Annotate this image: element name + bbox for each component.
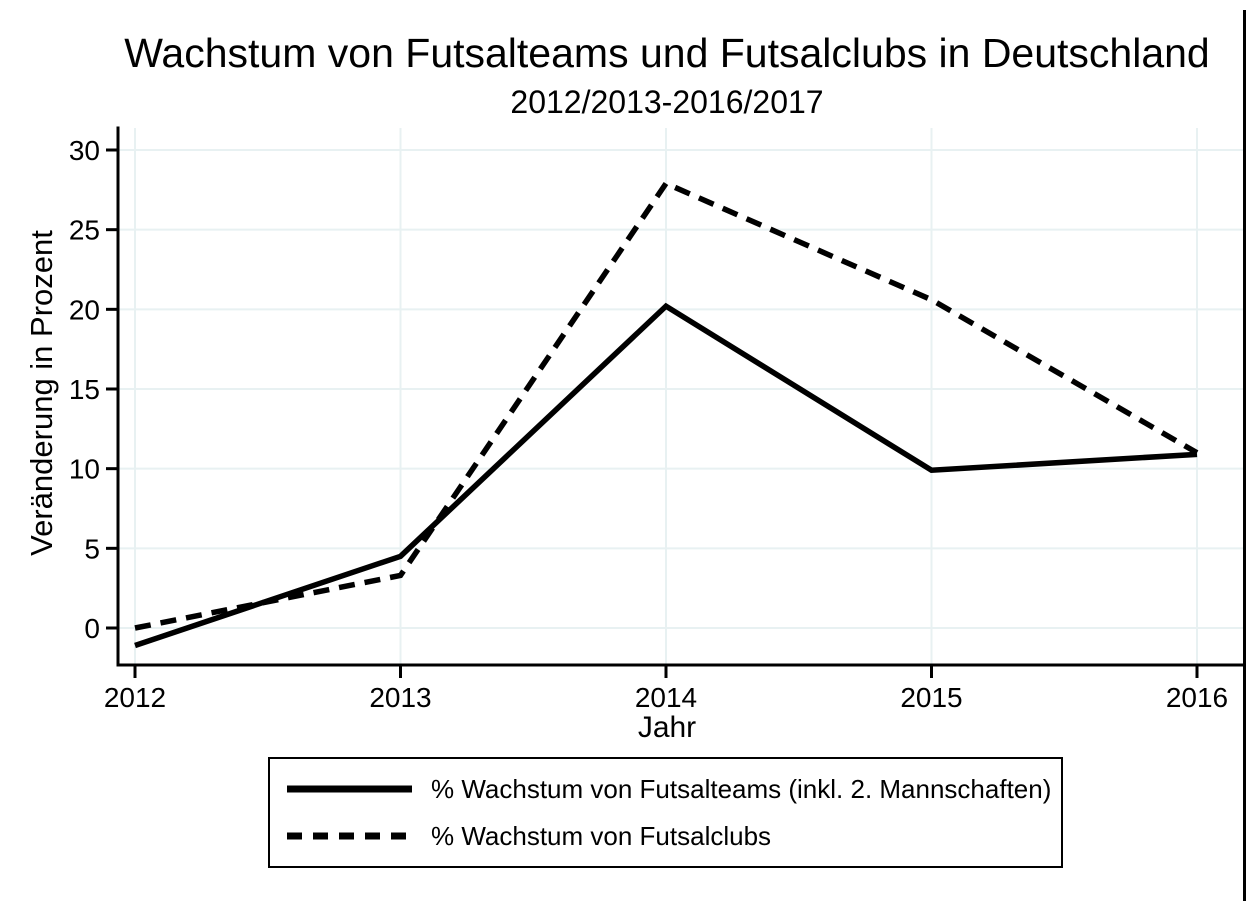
y-tick-label: 15	[69, 374, 100, 405]
x-tick-label: 2012	[104, 682, 166, 713]
x-tick-label: 2014	[635, 682, 697, 713]
y-tick-label: 25	[69, 215, 100, 246]
legend: % Wachstum von Futsalteams (inkl. 2. Man…	[268, 757, 1063, 868]
y-axis-title: Veränderung in Prozent	[24, 230, 59, 556]
dashed-line-swatch-icon	[287, 832, 412, 840]
y-tick-label: 10	[69, 454, 100, 485]
y-tick-label: 20	[69, 294, 100, 325]
solid-line-swatch-icon	[287, 785, 412, 793]
x-axis-title: Jahr	[638, 711, 696, 744]
x-tick-label: 2016	[1166, 682, 1228, 713]
legend-label-futsalteams: % Wachstum von Futsalteams (inkl. 2. Man…	[431, 773, 1052, 804]
x-tick-label: 2013	[369, 682, 431, 713]
page-right-border	[1243, 10, 1246, 901]
y-tick-label: 5	[84, 533, 100, 564]
series-line-solid	[134, 302, 1198, 649]
y-tick-label: 30	[69, 135, 100, 166]
chart-title: Wachstum von Futsalteams und Futsalclubs…	[124, 30, 1210, 76]
legend-label-futsalclubs: % Wachstum von Futsalclubs	[431, 820, 772, 851]
chart-subtitle: 2012/2013-2016/2017	[510, 84, 824, 120]
y-tick-label: 0	[84, 613, 100, 644]
legend-item-futsalteams: % Wachstum von Futsalteams (inkl. 2. Man…	[287, 773, 1061, 804]
x-tick-label: 2015	[900, 682, 962, 713]
legend-item-futsalclubs: % Wachstum von Futsalclubs	[287, 820, 1061, 851]
